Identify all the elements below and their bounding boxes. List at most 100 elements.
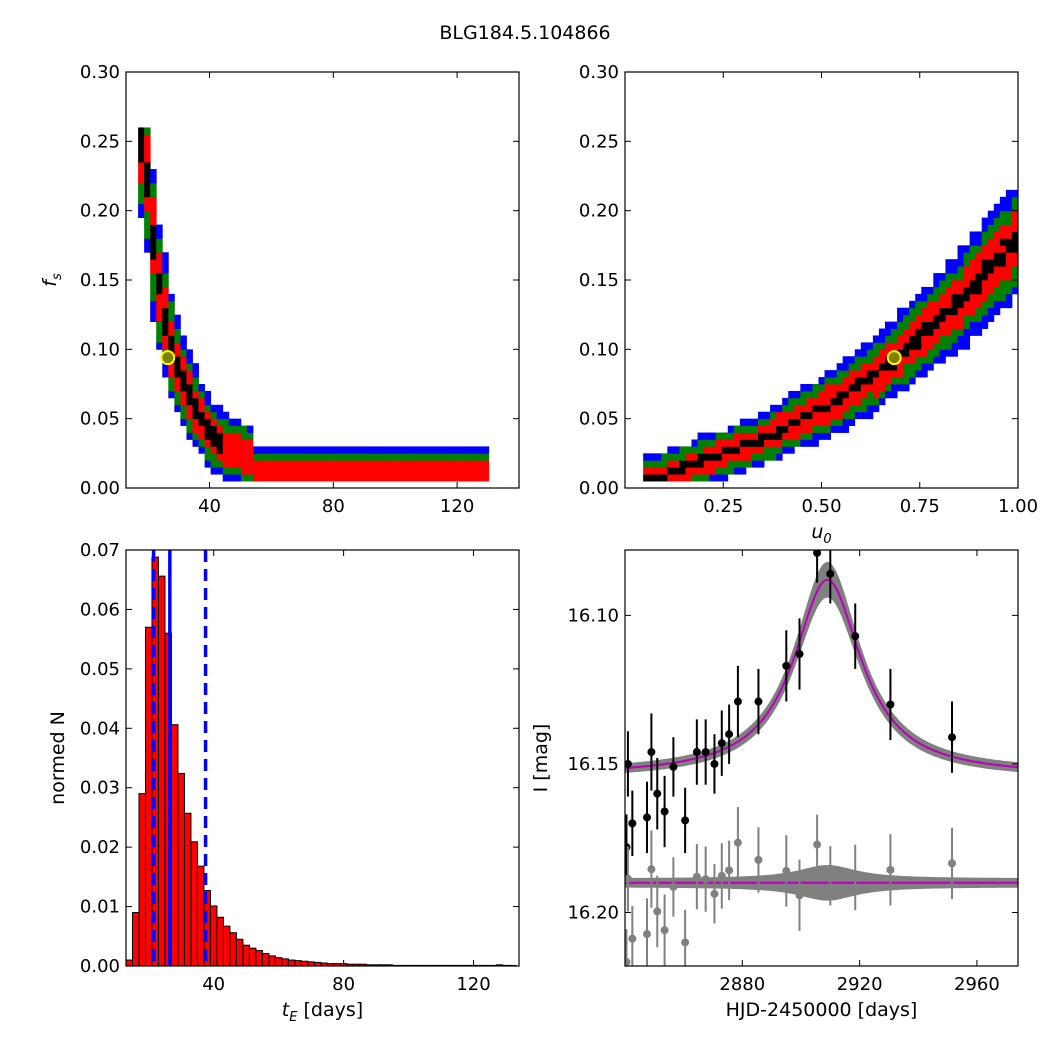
- density-cell-red: [800, 404, 807, 413]
- density-cell-red: [848, 370, 856, 378]
- density-cell-green: [909, 370, 916, 378]
- density-cell-red: [661, 467, 668, 475]
- density-cell-green: [915, 307, 922, 316]
- density-cell-red: [691, 467, 698, 475]
- residual-point: [826, 871, 835, 880]
- density-cell-black: [957, 300, 964, 309]
- density-cell-red: [909, 328, 916, 336]
- density-cell-black: [939, 307, 946, 316]
- density-cell-red: [739, 446, 747, 454]
- density-cell-blue: [271, 446, 278, 454]
- density-cell-blue: [673, 446, 680, 454]
- density-cell-black: [963, 286, 971, 295]
- density-cell-black: [884, 363, 892, 371]
- density-cell-blue: [210, 467, 218, 475]
- density-cell-red: [933, 335, 940, 343]
- density-cell-blue: [836, 363, 844, 371]
- histogram-bar: [190, 841, 198, 966]
- density-cell-red: [655, 467, 662, 475]
- density-cell-blue: [144, 238, 151, 246]
- density-cell-black: [138, 134, 145, 142]
- density-cell-red: [981, 280, 989, 288]
- density-cell-green: [739, 460, 747, 468]
- density-cell-red: [939, 321, 946, 329]
- density-cell-blue: [198, 446, 205, 454]
- density-cell-red: [392, 467, 399, 475]
- density-cell-red: [404, 474, 411, 482]
- density-cell-blue: [878, 397, 886, 406]
- density-cell-green: [981, 231, 989, 239]
- density-cell-green: [168, 300, 175, 309]
- density-cell-red: [963, 266, 971, 274]
- density-cell-black: [168, 342, 175, 350]
- density-cell-green: [150, 182, 157, 191]
- density-cell-green: [939, 286, 946, 295]
- density-cell-green: [903, 321, 910, 329]
- density-cell-red: [416, 474, 423, 482]
- density-cell-green: [884, 335, 892, 343]
- density-cell-blue: [349, 446, 357, 454]
- density-cell-green: [897, 321, 904, 329]
- data-point: [886, 700, 895, 709]
- density-cell-blue: [836, 425, 844, 433]
- density-cell-red: [782, 432, 789, 440]
- density-cell-green: [727, 460, 735, 468]
- density-cell-blue: [909, 300, 916, 309]
- density-cell-green: [1005, 280, 1013, 288]
- density-cell-black: [739, 439, 747, 447]
- density-cell-black: [649, 474, 656, 482]
- histogram-bar: [177, 772, 185, 966]
- density-cell-red: [981, 245, 989, 253]
- density-cell-red: [138, 176, 145, 184]
- density-cell-green: [271, 453, 278, 461]
- density-cell-black: [945, 307, 952, 316]
- density-cell-red: [927, 307, 934, 316]
- density-cell-red: [446, 474, 453, 482]
- density-cell-red: [939, 293, 946, 302]
- density-cell-red: [313, 467, 320, 475]
- density-cell-green: [909, 363, 916, 371]
- density-cell-red: [939, 300, 946, 309]
- density-cell-green: [921, 356, 928, 364]
- density-cell-red: [271, 460, 278, 468]
- residual-point: [628, 934, 637, 943]
- density-cell-green: [470, 453, 478, 461]
- density-cell-green: [162, 273, 169, 281]
- density-cell-red: [1005, 273, 1013, 281]
- density-cell-blue: [186, 349, 193, 357]
- density-cell-green: [691, 446, 698, 454]
- density-cell-green: [198, 439, 205, 447]
- density-cell-black: [715, 453, 723, 461]
- residual-point: [725, 866, 734, 875]
- density-cell-red: [848, 390, 856, 399]
- density-cell-green: [975, 314, 983, 322]
- density-cell-blue: [782, 446, 789, 454]
- density-cell-red: [379, 474, 387, 482]
- density-cell-red: [969, 293, 977, 302]
- density-cell-red: [144, 155, 151, 163]
- density-cell-red: [307, 474, 314, 482]
- density-cell-red: [788, 411, 795, 420]
- density-cell-green: [1005, 210, 1013, 218]
- density-cell-red: [884, 349, 892, 357]
- density-cell-red: [259, 474, 266, 482]
- density-cell-red: [909, 321, 916, 329]
- data-point: [813, 550, 822, 557]
- density-cell-black: [921, 328, 928, 336]
- density-cell-red: [240, 439, 248, 447]
- density-cell-blue: [927, 363, 934, 371]
- density-cell-green: [210, 411, 218, 420]
- y-tick-label: 0.30: [80, 62, 120, 83]
- density-cell-red: [404, 467, 411, 475]
- residual-point: [782, 866, 791, 875]
- density-cell-red: [180, 356, 187, 364]
- density-cell-red: [975, 293, 983, 302]
- density-cell-red: [337, 460, 345, 468]
- density-cell-red: [878, 370, 886, 378]
- density-cell-red: [398, 467, 405, 475]
- density-cell-green: [878, 342, 886, 350]
- density-cell-blue: [933, 273, 940, 281]
- density-cell-red: [198, 404, 205, 413]
- density-cell-black: [830, 397, 838, 406]
- data-point: [733, 697, 742, 706]
